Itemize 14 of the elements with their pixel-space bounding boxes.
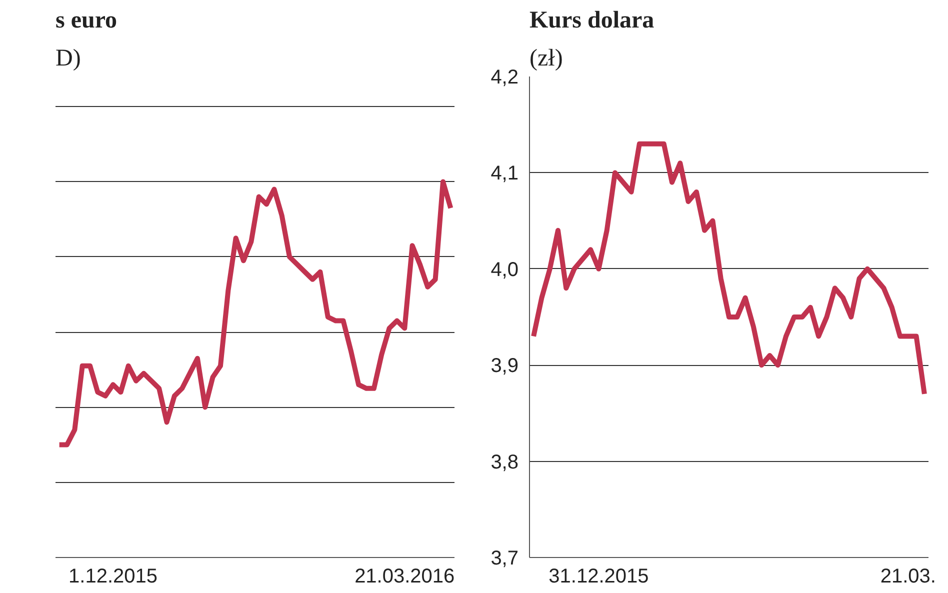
chart-title: s euro — [56, 8, 118, 34]
y-tick-label: 3,8 — [490, 451, 519, 474]
y-tick-label: 4,0 — [490, 258, 519, 281]
chart-subtitle: D) — [56, 46, 81, 72]
y-tick-label: 4,2 — [490, 66, 519, 88]
y-tick-label: 3,9 — [490, 355, 519, 378]
x-tick-label: 1.12.2015 — [68, 566, 158, 588]
chart-title: Kurs dolara — [530, 8, 654, 34]
x-tick-label: 21.03. — [880, 566, 936, 588]
x-tick-label: 31.12.2015 — [548, 566, 649, 588]
y-tick-label: 3,7 — [490, 548, 519, 570]
x-tick-label: 21.03.2016 — [354, 566, 455, 588]
y-tick-label: 4,1 — [490, 162, 519, 185]
chart-subtitle: (zł) — [530, 46, 563, 72]
